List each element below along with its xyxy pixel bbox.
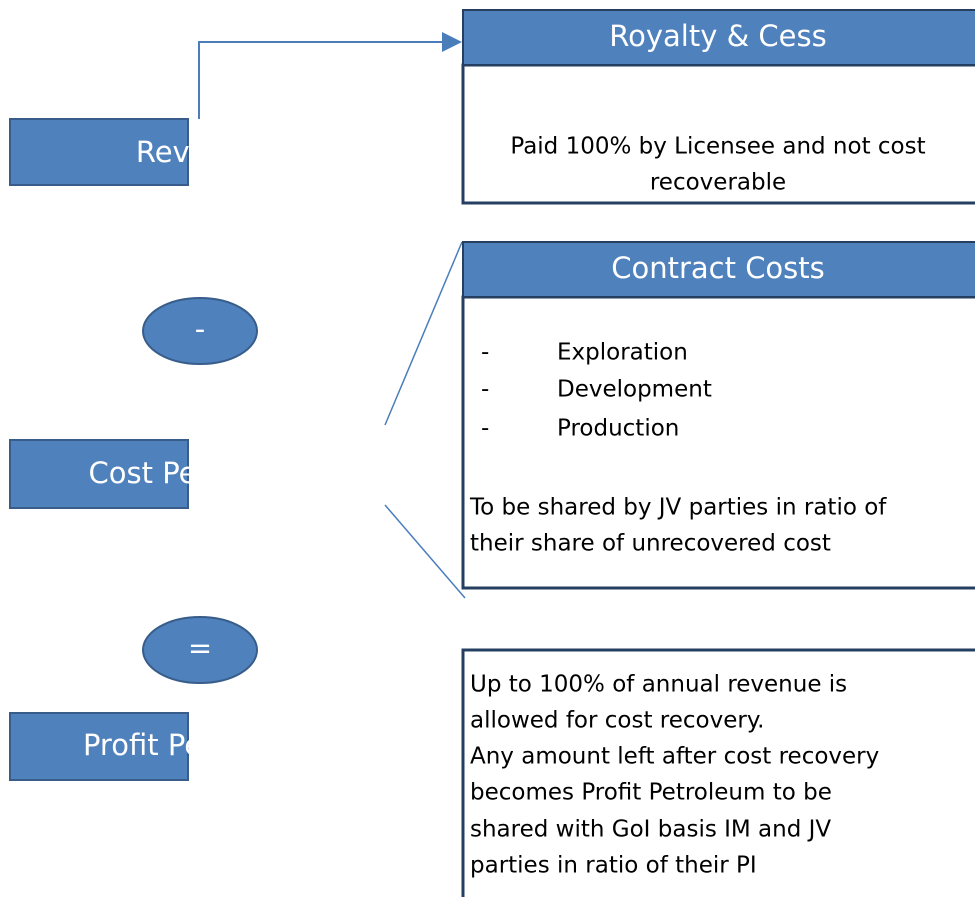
bullet-marker: - (481, 340, 489, 366)
panel-text: Paid 100% by Licensee and not cost (510, 134, 925, 160)
panel-text: shared with GoI basis IM and JV (470, 817, 831, 843)
panel-text: their share of unrecovered cost (470, 531, 831, 557)
panel-body (461, 63, 975, 205)
bullet: Exploration (557, 340, 688, 366)
panel-text: parties in ratio of their PI (470, 853, 757, 879)
node-label: Cost Petroleum (89, 456, 310, 490)
connector (384, 241, 463, 426)
node-box (9, 712, 189, 781)
node-label: Profit Petroleum (83, 728, 315, 762)
panel-body (461, 648, 975, 897)
operator-label: - (195, 312, 205, 346)
panel-title: Royalty & Cess (609, 19, 826, 53)
panel-text: becomes Profit Petroleum to be (470, 780, 832, 806)
operator (142, 297, 258, 365)
operator (142, 616, 258, 684)
bullet-marker: - (481, 416, 489, 442)
panel-text: To be shared by JV parties in ratio of (469, 495, 887, 521)
panel-title: Contract Costs (611, 251, 825, 285)
panel-text: Up to 100% of annual revenue is (470, 672, 847, 698)
panel-header (462, 9, 975, 66)
connector (384, 504, 466, 599)
panel-text: Any amount left after cost recovery (470, 744, 879, 770)
arrow (198, 32, 462, 119)
node-label: Revenue (136, 135, 262, 169)
bullet: Production (557, 416, 679, 442)
panel-text: allowed for cost recovery. (470, 708, 764, 734)
bullet-marker: - (481, 377, 489, 403)
panel-header (462, 241, 975, 298)
panel-text: recoverable (650, 170, 786, 196)
bullet: Development (557, 377, 712, 403)
node-box (9, 118, 189, 186)
operator-label: = (188, 631, 212, 665)
node-box (9, 439, 189, 509)
